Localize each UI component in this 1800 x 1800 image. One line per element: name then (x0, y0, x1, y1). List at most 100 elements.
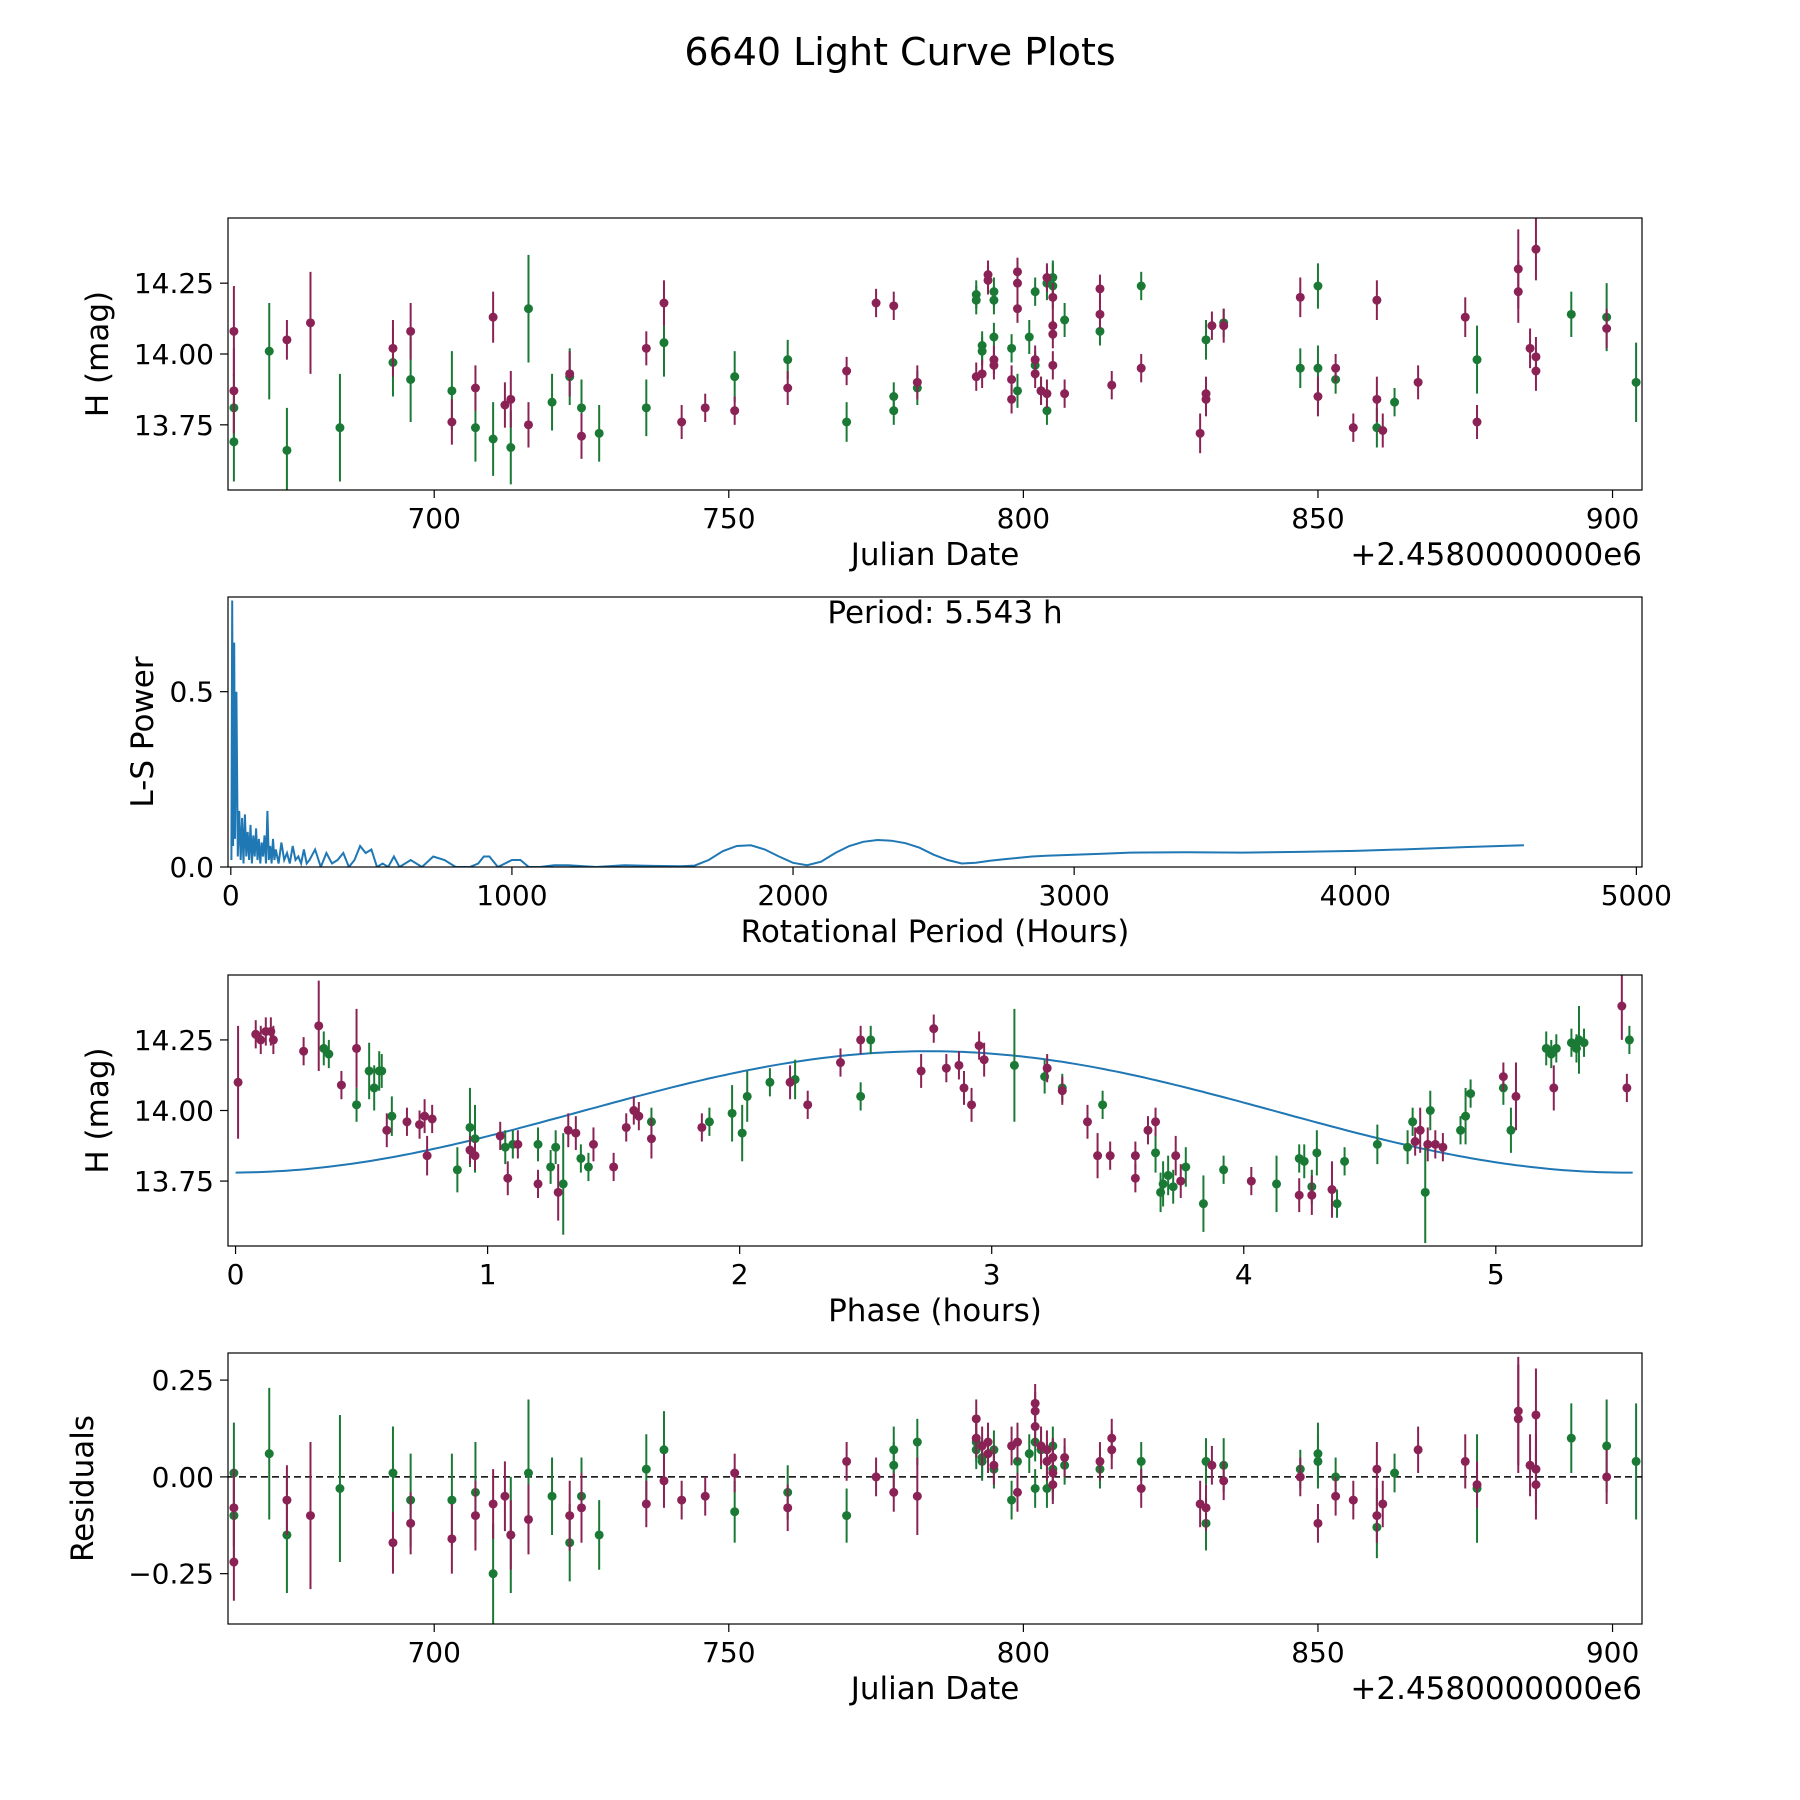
phased-purple-point (1617, 975, 1627, 1040)
residuals-panel: 700 750 800 850 900 −0.25 0.00 0.25 Julian Date… (65, 1352, 1643, 1707)
lightcurve-marker (388, 343, 398, 353)
lightcurve-marker (282, 335, 292, 345)
phased-marker (382, 1125, 392, 1135)
lightcurve-marker (1030, 287, 1040, 297)
residuals-marker (447, 1534, 457, 1544)
residuals-x-offset-label: +2.4580000000e6 (1350, 1671, 1642, 1707)
residuals-green-point (1007, 1480, 1017, 1520)
residuals-green-point (1631, 1403, 1641, 1520)
phased-green-point (1579, 1028, 1589, 1057)
phased-marker (929, 1024, 939, 1034)
residuals-purple-point (641, 1480, 651, 1528)
lightcurve-marker (1295, 292, 1305, 302)
phased-green-point (583, 1152, 593, 1182)
phased-purple-point (954, 1051, 964, 1080)
period-annotation: Period: 5.543 h (827, 595, 1062, 631)
phased-marker (500, 1142, 510, 1152)
lightcurve-purple-point (1095, 274, 1105, 303)
phased-green-point (1624, 1025, 1634, 1055)
residuals-marker (1007, 1495, 1017, 1505)
phased-green-point (364, 1042, 374, 1100)
phased-purple-point (929, 1014, 939, 1043)
lightcurve-marker (1378, 426, 1388, 435)
residuals-marker (229, 1557, 239, 1567)
phased-marker (1098, 1100, 1108, 1110)
lightcurve-purple-point (1460, 297, 1470, 337)
residuals-marker (889, 1487, 899, 1497)
phased-x-tick-label: 1 (479, 1258, 497, 1291)
residuals-x-axis-label: Julian Date (849, 1671, 1020, 1707)
lightcurve-marker (1060, 389, 1070, 399)
residuals-green-point (842, 1488, 852, 1543)
residuals-purple-point (730, 1453, 740, 1493)
phased-purple-point (1246, 1166, 1256, 1196)
phased-marker (1410, 1137, 1420, 1147)
phased-purple-point (1105, 1141, 1115, 1170)
residuals-marker (659, 1476, 669, 1486)
phased-purple-point (495, 1121, 505, 1151)
phased-marker (256, 1035, 266, 1045)
phased-marker (856, 1035, 866, 1045)
lightcurve-marker (470, 423, 480, 433)
residuals-marker (229, 1503, 239, 1513)
lightcurve-purple-point (1012, 269, 1022, 298)
lightcurve-purple-point (1136, 354, 1146, 383)
lightcurve-green-point (1030, 277, 1040, 306)
phased-marker (583, 1162, 593, 1172)
residuals-purple-point (1531, 1449, 1541, 1520)
residuals-green-point (388, 1426, 398, 1520)
phased-green-point (1408, 1107, 1418, 1136)
lightcurve-marker (889, 406, 899, 416)
phased-x-axis-label: Phase (hours) (828, 1293, 1042, 1329)
phased-marker (1511, 1091, 1521, 1101)
lightcurve-purple-point (1107, 371, 1117, 400)
residuals-purple-point (1207, 1445, 1217, 1485)
phased-marker (268, 1035, 278, 1045)
lightcurve-marker (264, 346, 274, 356)
lightcurve-marker (1042, 406, 1052, 416)
phased-marker (765, 1077, 775, 1087)
lightcurve-marker (1313, 363, 1323, 373)
phased-green-point (1158, 1161, 1168, 1207)
lightcurve-marker (1631, 377, 1641, 387)
phased-marker (1549, 1083, 1559, 1093)
lightcurve-marker (1048, 329, 1058, 339)
residuals-marker (1602, 1472, 1612, 1482)
phased-purple-point (1430, 1130, 1440, 1159)
phased-marker (553, 1187, 563, 1197)
lightcurve-marker (977, 369, 987, 379)
phased-purple-point (941, 1054, 951, 1083)
phased-purple-point (1327, 1161, 1337, 1218)
periodogram-panel: 0 1000 2000 3000 4000 5000 0.0 0.5 Rotational P… (125, 595, 1672, 950)
lightcurve-purple-point (977, 359, 987, 388)
residuals-purple-point (305, 1442, 315, 1590)
lightcurve-purple-point (470, 365, 480, 411)
phased-purple-point (299, 1037, 309, 1066)
phased-marker (299, 1046, 309, 1056)
phased-marker (1425, 1106, 1435, 1115)
residuals-marker (1472, 1480, 1482, 1490)
lightcurve-marker (1012, 386, 1022, 396)
lightcurve-x-axis-label: Julian Date (849, 537, 1020, 573)
lightcurve-marker (1060, 315, 1070, 325)
phased-marker (737, 1128, 747, 1138)
residuals-green-point (594, 1500, 604, 1570)
phased-marker (621, 1122, 631, 1132)
residuals-marker (594, 1530, 604, 1540)
phased-purple-point (571, 1116, 581, 1151)
lightcurve-green-point (1313, 263, 1323, 309)
lightcurve-marker (1195, 428, 1205, 438)
lightcurve-purple-point (1048, 283, 1058, 312)
phased-marker (803, 1100, 813, 1110)
lightcurve-y-tick-label: 13.75 (134, 409, 214, 442)
lightcurve-marker (1313, 281, 1323, 291)
phased-purple-point (1057, 1076, 1067, 1105)
phased-purple-point (1143, 1116, 1153, 1145)
lightcurve-purple-point (1095, 300, 1105, 329)
residuals-marker (506, 1530, 516, 1540)
phased-marker (352, 1043, 362, 1053)
phased-purple-point (513, 1130, 523, 1159)
lightcurve-purple-point (500, 382, 510, 428)
lightcurve-marker (1136, 363, 1146, 373)
lightcurve-green-point (547, 373, 557, 431)
